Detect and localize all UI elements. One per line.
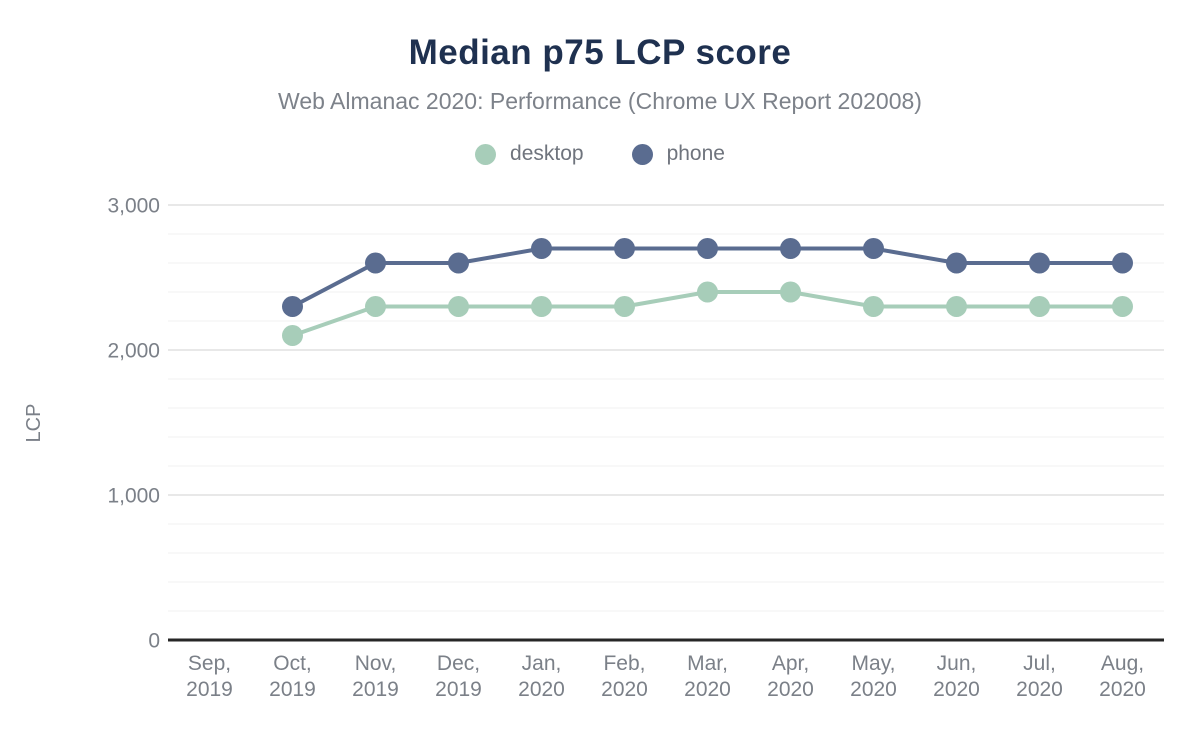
legend-item-desktop: desktop [475, 142, 584, 166]
series-desktop-point [863, 296, 884, 317]
series-phone-point [697, 238, 718, 259]
svg-text:Oct,2019: Oct, 2019 [269, 652, 316, 701]
svg-text:Jan,2020: Jan, 2020 [518, 652, 565, 701]
series-phone-point [365, 252, 386, 274]
svg-text:Jul,2020: Jul, 2020 [1016, 652, 1063, 701]
series-desktop-point [365, 296, 386, 317]
y-axis-ticks: 0 1,000 2,000 3,000 [107, 195, 160, 653]
series-phone-point [863, 238, 884, 259]
svg-text:Mar,2020: Mar, 2020 [684, 652, 731, 701]
svg-text:1,000: 1,000 [107, 485, 160, 508]
svg-text:May,2020: May, 2020 [850, 652, 897, 701]
svg-text:Jun,2020: Jun, 2020 [933, 652, 980, 701]
svg-text:0: 0 [148, 630, 160, 653]
series-phone-point [1112, 252, 1133, 274]
series-desktop-point [531, 296, 552, 317]
svg-text:Aug,2020: Aug, 2020 [1099, 652, 1146, 701]
y-axis-label: LCP [23, 404, 45, 443]
series-desktop-point [780, 281, 801, 303]
svg-text:2,000: 2,000 [107, 340, 160, 363]
x-axis-ticks: Sep, 2019 Oct, 2019 Nov, 2019 Dec, 2019 Jan, 2020… [186, 652, 1146, 701]
chart-legend: desktop phone [0, 142, 1200, 166]
series-desktop-point [1112, 296, 1133, 317]
legend-label-phone: phone [666, 142, 725, 165]
svg-text:Dec,2019: Dec, 2019 [435, 652, 482, 701]
series-phone-point [282, 296, 303, 317]
svg-text:Sep,2019: Sep, 2019 [186, 652, 233, 701]
desktop-series-dot-icon [475, 143, 497, 165]
chart-subtitle: Web Almanac 2020: Performance (Chrome UX… [278, 88, 922, 114]
series-desktop-point [614, 296, 635, 317]
series-phone [282, 238, 1133, 317]
series-phone-point [1029, 252, 1050, 274]
phone-series-dot-icon [631, 143, 653, 165]
svg-text:Apr,2020: Apr, 2020 [767, 652, 814, 701]
series-phone-point [531, 238, 552, 259]
gridlines [168, 204, 1164, 612]
series-desktop-point [697, 281, 718, 303]
series-phone-point [780, 238, 801, 259]
x-axis-line [168, 638, 1164, 642]
series-desktop-point [448, 296, 469, 317]
series-desktop [282, 281, 1133, 346]
svg-text:Nov,2019: Nov, 2019 [352, 652, 399, 701]
series-phone-point [614, 238, 635, 259]
series-phone-point [448, 252, 469, 274]
legend-label-desktop: desktop [510, 142, 584, 165]
chart-title: Median p75 LCP score [408, 33, 792, 72]
series-desktop-point [282, 325, 303, 346]
svg-text:3,000: 3,000 [107, 195, 160, 218]
series-desktop-point [946, 296, 967, 317]
svg-text:Feb,2020: Feb, 2020 [601, 652, 648, 701]
series-desktop-point [1029, 296, 1050, 317]
legend-item-phone: phone [631, 142, 725, 166]
series-phone-point [946, 252, 967, 274]
